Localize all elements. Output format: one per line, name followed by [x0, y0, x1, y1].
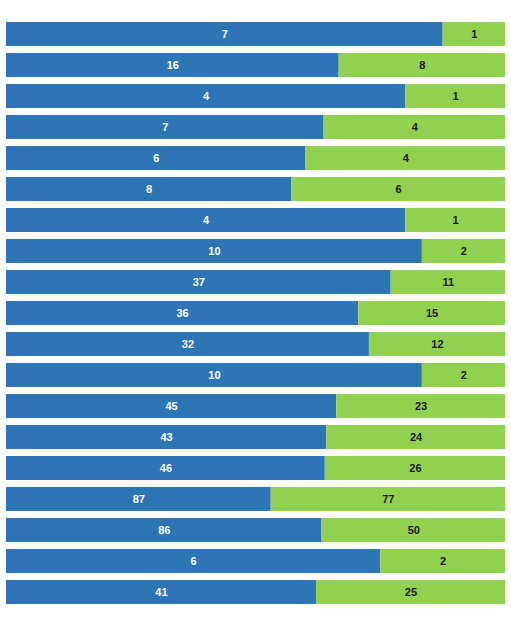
svg-text:4: 4: [203, 90, 210, 102]
svg-text:32: 32: [182, 338, 194, 350]
svg-text:26: 26: [409, 462, 421, 474]
svg-text:10: 10: [208, 369, 220, 381]
svg-text:43: 43: [161, 431, 173, 443]
svg-text:4: 4: [203, 214, 210, 226]
svg-text:77: 77: [382, 493, 394, 505]
svg-text:25: 25: [405, 586, 417, 598]
svg-text:8: 8: [419, 59, 425, 71]
svg-text:1: 1: [453, 90, 459, 102]
svg-text:1: 1: [453, 214, 459, 226]
svg-text:45: 45: [165, 400, 177, 412]
svg-text:2: 2: [461, 245, 467, 257]
svg-text:46: 46: [160, 462, 172, 474]
svg-text:6: 6: [396, 183, 402, 195]
svg-text:24: 24: [410, 431, 423, 443]
svg-text:8: 8: [146, 183, 152, 195]
svg-text:15: 15: [426, 307, 438, 319]
svg-text:41: 41: [155, 586, 167, 598]
svg-text:6: 6: [153, 152, 159, 164]
svg-text:86: 86: [158, 524, 170, 536]
svg-text:2: 2: [440, 555, 446, 567]
svg-text:4: 4: [412, 121, 419, 133]
svg-text:50: 50: [408, 524, 420, 536]
svg-text:12: 12: [431, 338, 443, 350]
svg-text:4: 4: [403, 152, 410, 164]
svg-text:23: 23: [415, 400, 427, 412]
svg-text:6: 6: [191, 555, 197, 567]
svg-text:10: 10: [208, 245, 220, 257]
svg-text:1: 1: [471, 28, 477, 40]
svg-text:7: 7: [162, 121, 168, 133]
svg-text:11: 11: [443, 276, 455, 288]
svg-text:7: 7: [222, 28, 228, 40]
svg-text:87: 87: [133, 493, 145, 505]
svg-text:2: 2: [461, 369, 467, 381]
svg-text:36: 36: [176, 307, 188, 319]
svg-text:16: 16: [167, 59, 179, 71]
svg-text:37: 37: [193, 276, 205, 288]
